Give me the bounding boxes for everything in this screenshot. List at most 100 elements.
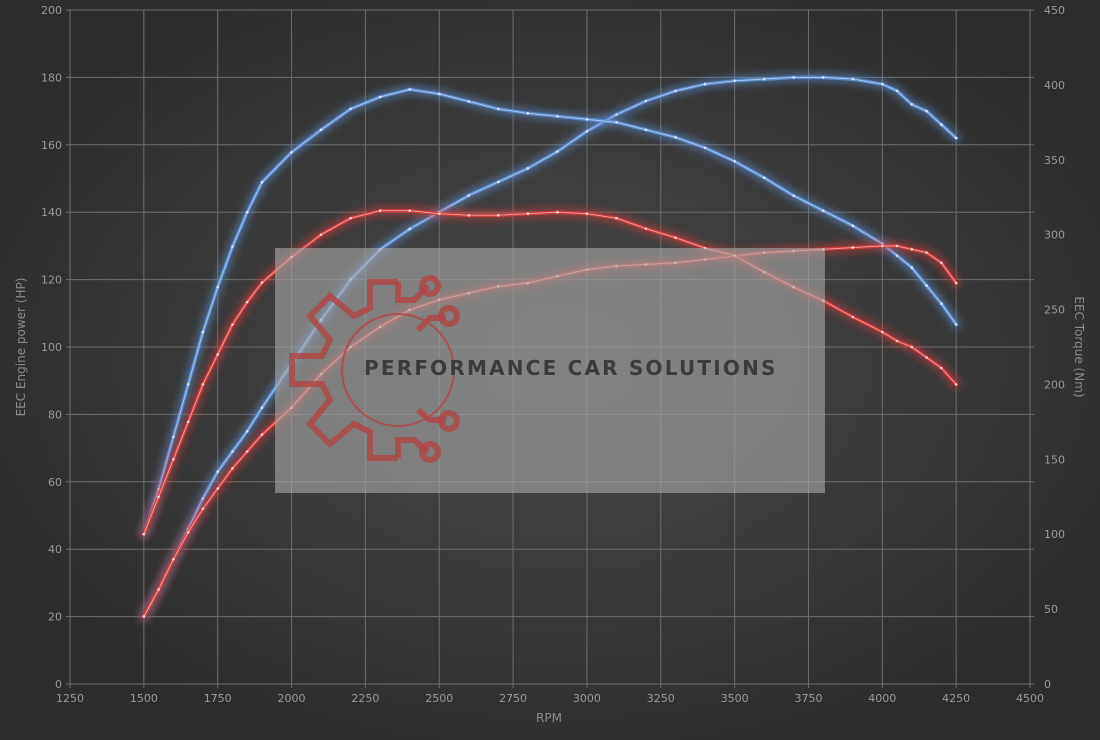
x-tick-label: 4250 bbox=[942, 692, 970, 705]
series-point bbox=[733, 79, 736, 83]
series-point bbox=[408, 227, 412, 231]
series-point bbox=[940, 302, 943, 305]
series-point bbox=[895, 254, 899, 257]
series-point bbox=[245, 210, 249, 214]
series-point bbox=[925, 251, 928, 254]
series-point bbox=[644, 99, 648, 103]
series-point bbox=[674, 89, 677, 93]
y-left-tick-label: 20 bbox=[48, 611, 62, 624]
y-right-tick-label: 0 bbox=[1044, 678, 1051, 691]
x-tick-label: 2500 bbox=[425, 692, 453, 705]
series-point bbox=[954, 323, 958, 326]
x-tick-label: 1250 bbox=[56, 692, 84, 705]
series-point bbox=[142, 615, 146, 618]
series-point bbox=[497, 180, 500, 184]
series-point bbox=[585, 212, 589, 215]
series-point bbox=[437, 212, 441, 215]
series-point bbox=[881, 82, 884, 86]
series-point bbox=[895, 89, 899, 93]
series-point bbox=[526, 112, 530, 115]
series-point bbox=[231, 323, 234, 326]
x-tick-label: 4500 bbox=[1016, 692, 1044, 705]
y-left-axis-label: EEC Engine power (HP) bbox=[14, 278, 28, 417]
series-point bbox=[925, 109, 928, 113]
x-tick-label: 1500 bbox=[130, 692, 158, 705]
series-point bbox=[925, 356, 928, 359]
series-point bbox=[157, 588, 160, 591]
y-right-tick-label: 450 bbox=[1044, 4, 1065, 17]
series-point bbox=[940, 261, 943, 265]
series-point bbox=[940, 123, 943, 126]
series-point bbox=[378, 95, 382, 99]
series-point bbox=[910, 103, 914, 106]
series-point bbox=[201, 330, 205, 334]
x-tick-label: 3000 bbox=[573, 692, 601, 705]
series-point bbox=[408, 209, 412, 212]
x-axis-label: RPM bbox=[536, 711, 562, 725]
series-point bbox=[762, 77, 766, 81]
series-point bbox=[142, 532, 146, 536]
series-point bbox=[556, 150, 559, 153]
y-left-tick-label: 80 bbox=[48, 408, 62, 421]
series-lines bbox=[139, 72, 961, 622]
series-point bbox=[851, 224, 855, 227]
series-point bbox=[925, 284, 928, 287]
y-right-tick-label: 100 bbox=[1044, 528, 1065, 541]
watermark-text: PERFORMANCE CAR SOLUTIONS bbox=[364, 356, 778, 380]
x-tick-label: 2750 bbox=[499, 692, 527, 705]
series-point bbox=[467, 194, 471, 197]
series-point bbox=[762, 176, 766, 180]
y-left-tick-label: 140 bbox=[41, 206, 62, 219]
y-right-tick-label: 300 bbox=[1044, 229, 1065, 242]
series-point bbox=[585, 118, 589, 121]
series-point bbox=[615, 121, 618, 124]
series-point bbox=[881, 330, 884, 334]
x-tick-label: 4000 bbox=[868, 692, 896, 705]
y-right-axis-ticks: 0 50 100 150 200 250 300 350 400 450 bbox=[1044, 4, 1065, 691]
series-point bbox=[792, 194, 795, 197]
series-point bbox=[231, 467, 234, 470]
series-point bbox=[851, 315, 855, 319]
y-left-tick-label: 180 bbox=[41, 71, 62, 84]
series-point bbox=[910, 266, 914, 269]
series-point bbox=[497, 213, 500, 217]
series-point bbox=[437, 92, 441, 96]
series-point bbox=[556, 115, 559, 118]
series-point bbox=[172, 458, 175, 461]
y-right-axis-label: EEC Torque (Nm) bbox=[1072, 296, 1086, 397]
series-point bbox=[290, 151, 293, 154]
series-point bbox=[216, 353, 219, 356]
series-point bbox=[201, 507, 205, 511]
series-point bbox=[526, 167, 530, 170]
y-left-tick-label: 120 bbox=[41, 274, 62, 287]
series-point bbox=[319, 233, 323, 236]
gear-circuit-logo-icon bbox=[289, 275, 460, 463]
series-point bbox=[910, 248, 914, 251]
series-point bbox=[895, 339, 899, 343]
series-point bbox=[703, 82, 707, 86]
x-tick-label: 3500 bbox=[721, 692, 749, 705]
series-point bbox=[201, 383, 205, 386]
x-axis-ticks: 1250 1500 1750 2000 2250 2500 2750 3000 3250 3500… bbox=[56, 692, 1044, 705]
y-left-tick-label: 40 bbox=[48, 543, 62, 556]
series-point bbox=[497, 107, 500, 111]
series-point bbox=[216, 470, 219, 474]
watermark: PERFORMANCE CAR SOLUTIONS bbox=[275, 248, 825, 493]
x-tick-label: 1750 bbox=[204, 692, 232, 705]
series-point bbox=[260, 281, 264, 284]
series-point bbox=[910, 345, 914, 349]
series-point bbox=[526, 212, 530, 215]
y-left-tick-label: 160 bbox=[41, 139, 62, 152]
series-point bbox=[881, 244, 884, 248]
series-point bbox=[260, 433, 264, 436]
series-point bbox=[216, 487, 219, 490]
x-tick-label: 3250 bbox=[647, 692, 675, 705]
series-point bbox=[895, 244, 899, 248]
series-point bbox=[703, 146, 707, 150]
series-point bbox=[216, 285, 219, 289]
series-point bbox=[821, 76, 825, 79]
series-tuned_power bbox=[139, 72, 961, 622]
series-point bbox=[172, 558, 175, 561]
y-right-tick-label: 200 bbox=[1044, 378, 1065, 391]
series-point bbox=[349, 107, 352, 111]
